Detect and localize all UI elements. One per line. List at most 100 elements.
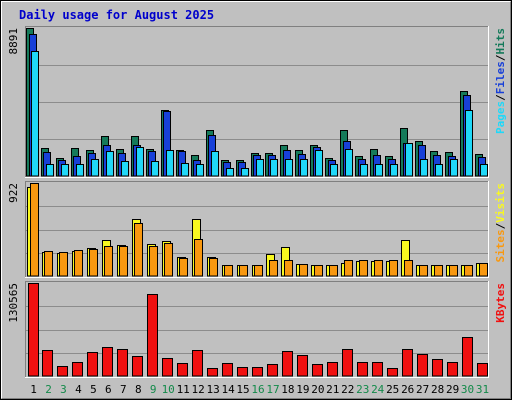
- bar-pages-day-11: [181, 163, 189, 177]
- x-tick-day-19: 19: [296, 383, 309, 396]
- x-tick-day-13: 13: [206, 383, 219, 396]
- bar-kbytes-day-31: [477, 363, 488, 377]
- bar-sites-day-30: [464, 265, 473, 277]
- bar-kbytes-day-16: [252, 367, 263, 377]
- bar-sites-day-2: [44, 251, 53, 277]
- bar-pages-day-13: [211, 151, 219, 177]
- bar-sites-day-11: [179, 258, 188, 277]
- bar-sites-day-24: [374, 260, 383, 277]
- bar-kbytes-day-19: [297, 355, 308, 377]
- legend-entry-visits: Visits: [494, 183, 507, 223]
- bar-pages-day-4: [76, 164, 84, 177]
- bar-kbytes-day-23: [357, 362, 368, 377]
- bar-kbytes-day-3: [57, 366, 68, 377]
- bar-sites-day-14: [224, 265, 233, 277]
- x-tick-day-29: 29: [446, 383, 459, 396]
- x-tick-day-2: 2: [45, 383, 52, 396]
- x-tick-day-11: 11: [177, 383, 190, 396]
- bar-sites-day-31: [479, 263, 488, 277]
- legend-entry-sites: Sites: [494, 229, 507, 262]
- y-max-label-visits: 922: [7, 183, 20, 203]
- bar-pages-day-14: [226, 168, 234, 177]
- legend-separator: /: [494, 222, 507, 229]
- bar-sites-day-12: [194, 239, 203, 277]
- bar-pages-day-21: [330, 164, 338, 177]
- bar-sites-day-7: [119, 246, 128, 277]
- x-tick-day-21: 21: [326, 383, 339, 396]
- panel-visits: 922 Sites/Visits: [7, 181, 507, 278]
- x-tick-day-8: 8: [135, 383, 142, 396]
- x-tick-day-16: 16: [251, 383, 264, 396]
- bar-sites-day-23: [359, 260, 368, 277]
- x-tick-day-18: 18: [281, 383, 294, 396]
- bar-sites-day-18: [284, 260, 293, 277]
- bar-sites-day-15: [239, 265, 248, 277]
- bar-kbytes-day-5: [87, 352, 98, 377]
- x-tick-day-24: 24: [371, 383, 385, 396]
- bar-kbytes-day-27: [417, 354, 428, 377]
- x-tick-day-5: 5: [90, 383, 97, 396]
- x-tick-day-26: 26: [401, 383, 414, 396]
- bar-kbytes-day-6: [102, 347, 113, 377]
- bar-sites-day-26: [404, 260, 413, 277]
- bar-sites-day-6: [104, 246, 113, 277]
- bar-kbytes-day-20: [312, 364, 323, 377]
- x-tick-day-3: 3: [60, 383, 67, 396]
- x-tick-day-7: 7: [120, 383, 127, 396]
- y-max-label-kbytes: 130565: [7, 283, 20, 323]
- legend-entry-pages: Pages: [494, 101, 507, 134]
- bar-kbytes-day-26: [402, 349, 413, 377]
- bar-kbytes-day-13: [207, 368, 218, 377]
- x-tick-day-20: 20: [311, 383, 324, 396]
- bar-sites-day-8: [134, 223, 143, 277]
- bar-kbytes-day-14: [222, 363, 233, 377]
- bar-sites-day-10: [164, 243, 173, 277]
- x-tick-day-9: 9: [150, 383, 157, 396]
- legend-entry-kbytes: KBytes: [494, 283, 507, 323]
- bar-pages-day-29: [450, 159, 458, 177]
- legend-visits: Sites/Visits: [494, 183, 507, 263]
- bar-sites-day-29: [449, 265, 458, 277]
- legend-entry-hits: Hits: [494, 28, 507, 55]
- bar-kbytes-day-10: [162, 358, 173, 377]
- legend-kbytes: KBytes: [494, 283, 507, 323]
- bar-kbytes-day-7: [117, 349, 128, 377]
- x-tick-day-30: 30: [461, 383, 474, 396]
- bar-sites-day-3: [59, 252, 68, 277]
- bar-kbytes-day-1: [28, 283, 39, 377]
- x-tick-day-4: 4: [75, 383, 82, 396]
- bar-pages-day-31: [480, 164, 488, 177]
- bar-sites-day-20: [314, 265, 323, 277]
- bar-pages-day-30: [465, 110, 473, 177]
- bar-pages-day-9: [151, 161, 159, 177]
- bar-pages-day-10: [166, 150, 174, 177]
- bar-kbytes-day-29: [447, 362, 458, 377]
- bar-sites-day-21: [329, 265, 338, 277]
- x-tick-day-23: 23: [356, 383, 369, 396]
- bar-pages-day-12: [196, 164, 204, 177]
- x-tick-day-25: 25: [386, 383, 399, 396]
- legend-separator: /: [494, 94, 507, 101]
- panel-kbytes: 130565 KBytes: [7, 281, 507, 378]
- bar-sites-day-9: [149, 246, 158, 277]
- bar-pages-day-24: [375, 164, 383, 177]
- bar-pages-day-22: [345, 149, 353, 177]
- x-tick-day-1: 1: [30, 383, 37, 396]
- x-tick-day-15: 15: [236, 383, 249, 396]
- bar-kbytes-day-11: [177, 363, 188, 377]
- bar-pages-day-23: [360, 164, 368, 177]
- bar-kbytes-day-28: [432, 359, 443, 377]
- x-tick-day-31: 31: [476, 383, 489, 396]
- bar-sites-day-1: [30, 183, 39, 277]
- bar-pages-day-7: [121, 161, 129, 177]
- bar-sites-day-17: [269, 260, 278, 277]
- bar-sites-day-5: [89, 249, 98, 277]
- bar-pages-day-28: [435, 164, 443, 177]
- x-tick-day-10: 10: [162, 383, 175, 396]
- x-tick-day-22: 22: [341, 383, 354, 396]
- bar-kbytes-day-12: [192, 350, 203, 377]
- bar-pages-day-8: [136, 147, 144, 177]
- bar-pages-day-5: [91, 159, 99, 177]
- chart-panels: 8891Pages/Files/Hits922Sites/Visits13056…: [7, 26, 507, 378]
